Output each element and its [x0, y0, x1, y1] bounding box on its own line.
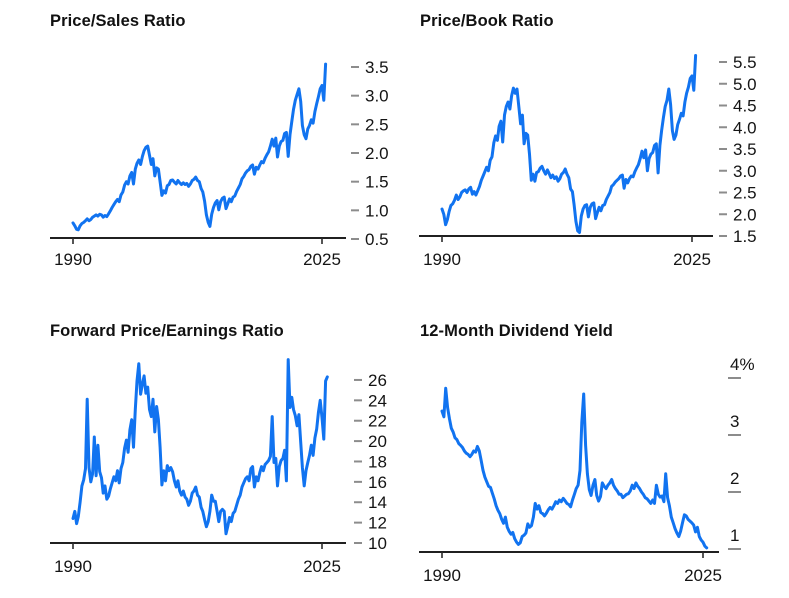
y-axis-label: 2.5	[733, 184, 757, 203]
y-axis-label: 26	[368, 371, 387, 390]
y-axis-label: 2.5	[365, 115, 389, 134]
y-axis-label: 2.0	[365, 144, 389, 163]
y-axis-label: 4.0	[733, 118, 757, 137]
chart-title-dividend-yield: 12-Month Dividend Yield	[420, 322, 613, 340]
y-axis-label: 4.5	[733, 97, 757, 116]
chart-title-price-book: Price/Book Ratio	[420, 12, 554, 30]
x-axis-label: 2025	[303, 250, 341, 269]
chart-price-sales-ratio: Price/Sales Ratio 1990 2025 3.5 3.0 2.5 2.0 1.…	[0, 0, 400, 300]
y-axis-label: 22	[368, 412, 387, 431]
y-axis-label: 3.5	[365, 58, 389, 77]
y-axis-label: 3.0	[733, 162, 757, 181]
chart-forward-pe-ratio: Forward Price/Earnings Ratio 1990 2025 26 2…	[0, 300, 400, 598]
series-line	[71, 62, 328, 232]
y-axis-label: 5.5	[733, 53, 757, 72]
x-axis-label: 1990	[54, 250, 92, 269]
chart-dividend-yield: 12-Month Dividend Yield 1990 2025 4% 3 2 1	[389, 300, 789, 598]
y-axis-label: 24	[368, 391, 387, 410]
y-axis-label: 10	[368, 534, 387, 553]
y-axis-label: 16	[368, 473, 387, 492]
x-axis-label: 1990	[54, 557, 92, 576]
y-axis-label: 2.0	[733, 205, 757, 224]
y-axis-label: 12	[368, 514, 387, 533]
y-axis-label: 1.5	[733, 227, 757, 246]
x-axis-label: 2025	[684, 566, 722, 585]
y-axis-label: 5.0	[733, 75, 757, 94]
series-line	[440, 386, 709, 550]
y-axis-label: 1.5	[365, 173, 389, 192]
y-axis-label: 4%	[730, 355, 755, 374]
series-line	[440, 54, 698, 234]
y-axis-label: 18	[368, 452, 387, 471]
x-axis-label: 1990	[423, 566, 461, 585]
y-axis-label: 0.5	[365, 230, 389, 249]
x-axis-label: 2025	[673, 250, 711, 269]
y-axis-label: 1.0	[365, 201, 389, 220]
y-axis-label: 3.5	[733, 140, 757, 159]
y-axis-label: 20	[368, 432, 387, 451]
y-axis-label: 3.0	[365, 87, 389, 106]
y-axis-label: 3	[730, 412, 739, 431]
dividend-yield-plot: 1990 2025 4% 3 2 1	[419, 355, 755, 585]
x-axis-label: 2025	[303, 557, 341, 576]
chart-price-book-ratio: Price/Book Ratio 1990 2025 5.5 5.0 4.5 4.0 3.5…	[389, 0, 789, 300]
series-line	[71, 358, 329, 536]
chart-title-forward-pe: Forward Price/Earnings Ratio	[50, 322, 284, 340]
price-sales-plot: 1990 2025 3.5 3.0 2.5 2.0 1.5 1.0 0.5	[50, 58, 389, 269]
y-axis-label: 2	[730, 469, 739, 488]
x-axis-label: 1990	[423, 250, 461, 269]
y-axis-label: 1	[730, 526, 739, 545]
chart-title-price-sales: Price/Sales Ratio	[50, 12, 186, 30]
price-book-plot: 1990 2025 5.5 5.0 4.5 4.0 3.5 3.0 2.5 2.0 1.5	[419, 53, 757, 269]
y-axis-label: 14	[368, 493, 387, 512]
